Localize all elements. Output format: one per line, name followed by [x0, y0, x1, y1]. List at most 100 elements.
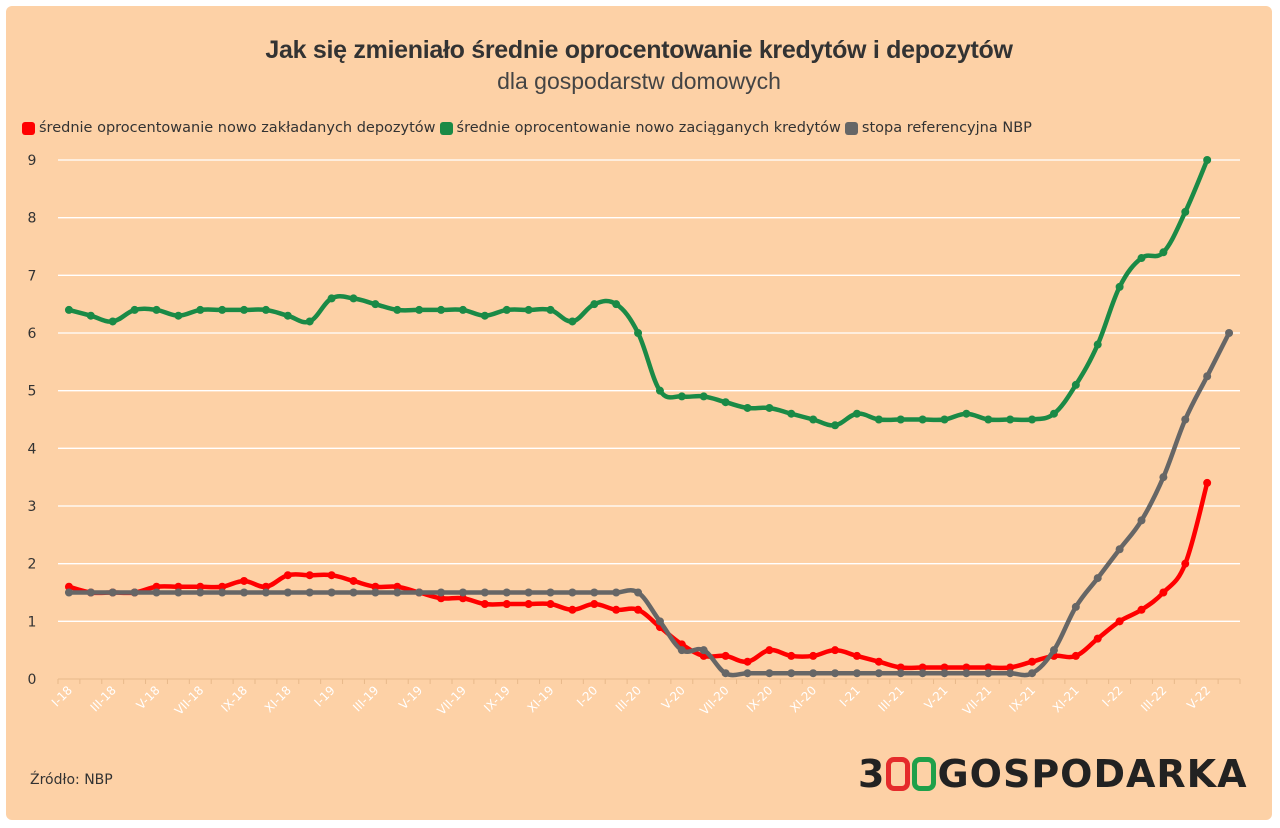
data-point[interactable]	[393, 588, 402, 597]
data-point[interactable]	[765, 669, 774, 678]
data-point[interactable]	[1137, 254, 1146, 263]
data-point[interactable]	[1028, 657, 1037, 666]
data-point[interactable]	[349, 294, 358, 303]
data-point[interactable]	[502, 588, 511, 597]
data-point[interactable]	[787, 651, 796, 660]
data-point[interactable]	[1028, 669, 1037, 678]
data-point[interactable]	[415, 588, 424, 597]
data-point[interactable]	[984, 663, 993, 672]
data-point[interactable]	[524, 600, 533, 609]
data-point[interactable]	[1203, 156, 1212, 164]
data-point[interactable]	[1006, 415, 1015, 424]
data-point[interactable]	[1071, 602, 1080, 611]
data-point[interactable]	[502, 305, 511, 314]
data-point[interactable]	[480, 311, 489, 320]
data-point[interactable]	[852, 669, 861, 678]
data-point[interactable]	[896, 669, 905, 678]
data-point[interactable]	[196, 305, 205, 314]
data-point[interactable]	[546, 588, 555, 597]
data-point[interactable]	[327, 571, 336, 580]
data-point[interactable]	[480, 600, 489, 609]
data-point[interactable]	[64, 582, 73, 591]
data-point[interactable]	[458, 305, 467, 314]
data-point[interactable]	[743, 657, 752, 666]
data-point[interactable]	[568, 605, 577, 614]
data-point[interactable]	[458, 594, 467, 603]
data-point[interactable]	[831, 669, 840, 678]
data-point[interactable]	[1225, 329, 1234, 337]
data-point[interactable]	[655, 617, 664, 626]
data-point[interactable]	[962, 663, 971, 672]
data-point[interactable]	[371, 588, 380, 597]
data-point[interactable]	[787, 409, 796, 418]
data-point[interactable]	[174, 311, 183, 320]
data-point[interactable]	[64, 588, 73, 597]
data-point[interactable]	[218, 588, 227, 597]
data-point[interactable]	[809, 415, 818, 424]
data-point[interactable]	[196, 588, 205, 597]
data-point[interactable]	[393, 582, 402, 591]
data-point[interactable]	[261, 305, 270, 314]
data-point[interactable]	[721, 669, 730, 678]
data-point[interactable]	[874, 415, 883, 424]
data-point[interactable]	[590, 600, 599, 609]
data-point[interactable]	[196, 582, 205, 591]
data-point[interactable]	[765, 646, 774, 655]
data-point[interactable]	[480, 588, 489, 597]
data-point[interactable]	[152, 305, 161, 314]
data-point[interactable]	[1115, 545, 1124, 554]
data-point[interactable]	[940, 663, 949, 672]
data-point[interactable]	[940, 669, 949, 678]
data-point[interactable]	[305, 317, 314, 326]
data-point[interactable]	[1006, 663, 1015, 672]
data-point[interactable]	[1159, 248, 1168, 257]
data-point[interactable]	[612, 588, 621, 597]
data-point[interactable]	[415, 305, 424, 314]
data-point[interactable]	[327, 294, 336, 303]
data-point[interactable]	[699, 646, 708, 655]
legend-item-reference-rate[interactable]: stopa referencyjna NBP	[844, 120, 1032, 136]
data-point[interactable]	[634, 588, 643, 597]
data-point[interactable]	[240, 305, 249, 314]
data-point[interactable]	[612, 300, 621, 309]
data-point[interactable]	[1181, 207, 1190, 216]
data-point[interactable]	[1137, 516, 1146, 525]
data-point[interactable]	[261, 588, 270, 597]
data-point[interactable]	[1181, 559, 1190, 568]
logo[interactable]: 3 GOSPODARKA	[858, 752, 1248, 796]
data-point[interactable]	[1159, 588, 1168, 597]
data-point[interactable]	[305, 588, 314, 597]
data-point[interactable]	[218, 305, 227, 314]
legend-item-loans[interactable]: średnie oprocentowanie nowo zaciąganych …	[439, 120, 841, 136]
data-point[interactable]	[152, 582, 161, 591]
data-point[interactable]	[174, 582, 183, 591]
data-point[interactable]	[852, 651, 861, 660]
data-point[interactable]	[283, 311, 292, 320]
data-point[interactable]	[152, 588, 161, 597]
data-point[interactable]	[1137, 605, 1146, 614]
data-point[interactable]	[896, 663, 905, 672]
data-point[interactable]	[305, 571, 314, 580]
data-point[interactable]	[437, 594, 446, 603]
data-point[interactable]	[130, 305, 139, 314]
data-point[interactable]	[787, 669, 796, 678]
data-point[interactable]	[1071, 651, 1080, 660]
data-point[interactable]	[283, 588, 292, 597]
data-point[interactable]	[437, 305, 446, 314]
data-point[interactable]	[283, 571, 292, 580]
data-point[interactable]	[984, 415, 993, 424]
data-point[interactable]	[568, 317, 577, 326]
data-point[interactable]	[918, 669, 927, 678]
data-point[interactable]	[1049, 646, 1058, 655]
data-point[interactable]	[437, 588, 446, 597]
data-point[interactable]	[240, 576, 249, 585]
data-point[interactable]	[349, 588, 358, 597]
data-point[interactable]	[108, 317, 117, 326]
data-point[interactable]	[86, 588, 95, 597]
data-point[interactable]	[1093, 634, 1102, 643]
data-point[interactable]	[174, 588, 183, 597]
data-point[interactable]	[1181, 415, 1190, 424]
data-point[interactable]	[1071, 380, 1080, 389]
data-point[interactable]	[327, 588, 336, 597]
data-point[interactable]	[261, 582, 270, 591]
